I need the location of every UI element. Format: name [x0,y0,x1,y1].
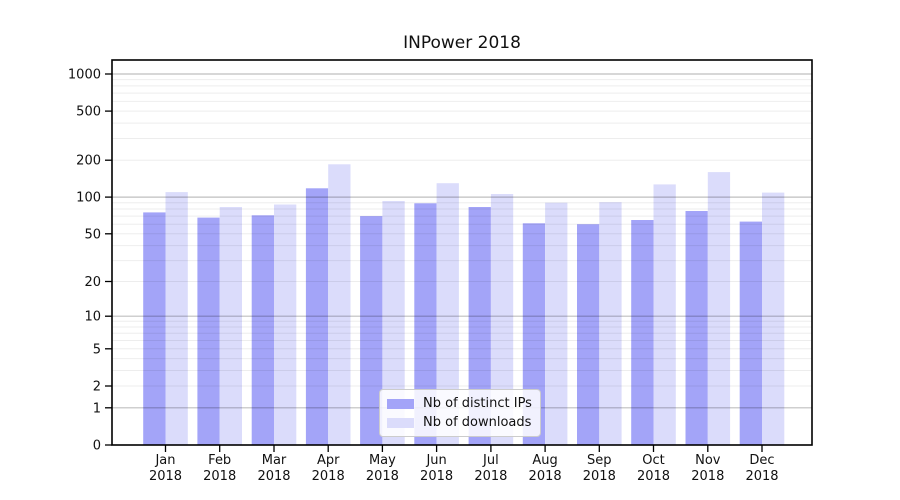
y-tick-label: 5 [93,342,101,357]
legend-label: Nb of distinct IPs [423,396,532,411]
x-tick-label-year: 2018 [420,469,453,484]
x-tick-label-year: 2018 [257,469,290,484]
bar-jul-downloads [490,194,514,445]
x-tick-label-month: Sep [587,453,612,468]
bar-sep-distinct-ips [577,224,600,445]
legend: Nb of distinct IPs Nb of downloads [379,389,541,437]
x-tick-label-month: Aug [532,453,557,468]
y-tick-label: 100 [76,191,101,206]
bar-jan-downloads [165,192,188,445]
legend-swatch-distinct-ips [387,398,414,409]
bar-may-distinct-ips [360,216,383,445]
x-tick-label-year: 2018 [203,469,236,484]
bar-dec-distinct-ips [739,221,762,445]
bar-oct-distinct-ips [631,220,654,445]
bar-aug-downloads [545,202,568,445]
y-tick-label: 1000 [68,68,101,83]
bar-apr-distinct-ips [305,188,329,446]
y-tick-label: 20 [84,275,101,290]
y-axis: 0 1 2 5 10 20 50 100 200 500 1000 [68,68,112,454]
bar-jun-downloads [436,183,459,445]
bar-nov-downloads [707,172,731,445]
x-tick-label-month: Nov [695,453,721,468]
x-tick-label-month: Mar [262,453,287,468]
bar-apr-downloads [328,164,351,446]
y-tick-label: 500 [76,105,101,120]
legend-row: Nb of distinct IPs [387,396,532,411]
bar-jun-distinct-ips [414,203,437,445]
legend-label: Nb of downloads [423,415,532,430]
bar-jul-distinct-ips [468,207,491,445]
x-tick-label-month: Jun [425,453,446,468]
y-tick-label: 50 [84,227,101,242]
y-tick-label: 2 [93,380,101,395]
x-tick-label-month: Oct [642,453,664,468]
x-tick-label-year: 2018 [474,469,507,484]
bar-oct-downloads [653,184,676,445]
x-tick-label-year: 2018 [583,469,616,484]
x-tick-label-month: May [369,453,396,468]
y-tick-label: 10 [84,310,101,325]
bar-mar-downloads [274,204,297,445]
bar-dec-downloads [762,192,785,445]
x-tick-label-year: 2018 [691,469,724,484]
x-tick-label-year: 2018 [637,469,670,484]
chart-title: INPower 2018 [403,33,521,53]
gridlines [112,73,812,409]
x-tick-label-month: Apr [317,453,340,468]
y-tick-label: 0 [93,439,101,454]
bar-feb-downloads [219,207,242,445]
y-tick-label: 200 [76,154,101,169]
bar-mar-distinct-ips [251,215,274,445]
bar-may-downloads [382,201,405,445]
x-tick-label-year: 2018 [149,469,182,484]
x-tick-label-month: Feb [208,453,231,468]
x-tick-label-year: 2018 [745,469,778,484]
legend-swatch-downloads [387,417,414,428]
legend-row: Nb of downloads [387,415,532,430]
x-axis: Jan2018Feb2018Mar2018Apr2018May2018Jun20… [149,445,779,484]
bar-nov-distinct-ips [685,211,708,445]
bar-feb-distinct-ips [197,217,220,445]
bar-jan-distinct-ips [143,212,166,445]
x-tick-label-month: Jan [154,453,175,468]
x-tick-label-year: 2018 [312,469,345,484]
x-tick-label-month: Jul [482,453,499,468]
bar-sep-downloads [599,202,622,445]
x-tick-label-month: Dec [749,453,774,468]
x-tick-label-year: 2018 [366,469,399,484]
x-tick-label-year: 2018 [529,469,562,484]
plot-frame [111,59,813,446]
y-tick-label: 1 [93,401,101,416]
